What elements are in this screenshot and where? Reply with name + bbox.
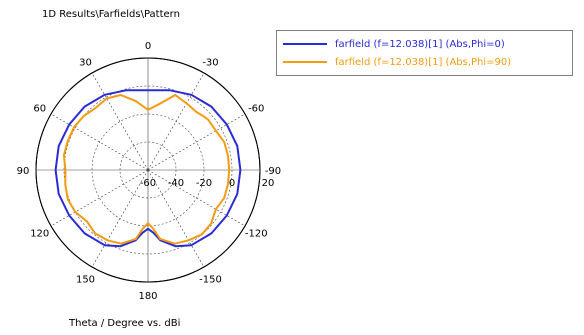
chart-xlabel: Theta / Degree vs. dBi: [69, 318, 181, 329]
legend-item-phi0: farfield (f=12.038)[1] (Abs,Phi=0): [283, 37, 505, 51]
series-line-0: [54, 89, 242, 248]
grid-spoke-120: [50, 169, 149, 227]
grid-outer-ring: [35, 57, 261, 283]
grid-spoke-30: [91, 72, 149, 171]
angle-tick-label-8: -120: [245, 229, 268, 240]
radial-tick-label-3: 0: [229, 178, 235, 189]
grid-spoke-150: [91, 169, 149, 268]
angle-tick-label-4: 120: [30, 229, 49, 240]
legend-label-phi90: farfield (f=12.038)[1] (Abs,Phi=90): [335, 56, 512, 68]
grid-spoke-330: [147, 72, 205, 171]
angle-tick-label-2: 60: [33, 104, 46, 115]
series-line-1: [62, 94, 231, 245]
legend: farfield (f=12.038)[1] (Abs,Phi=0) farfi…: [276, 30, 573, 76]
angle-tick-label-10: -60: [248, 104, 264, 115]
grid-spoke-210: [147, 169, 205, 268]
radial-tick-label-4: 20: [262, 178, 275, 189]
grid-spoke-300: [147, 113, 246, 171]
angle-tick-label-1: 30: [79, 58, 92, 69]
angle-tick-label-6: 180: [138, 291, 157, 302]
grid-spoke-240: [147, 169, 246, 227]
legend-swatch-phi0: [283, 43, 327, 45]
angle-tick-label-11: -30: [202, 58, 218, 69]
angle-tick-label-0: 0: [145, 41, 151, 52]
angle-tick-label-5: 150: [76, 274, 95, 285]
radial-tick-label-0: -60: [140, 178, 156, 189]
radial-tick-label-2: -20: [196, 178, 212, 189]
legend-item-phi90: farfield (f=12.038)[1] (Abs,Phi=90): [283, 55, 511, 69]
grid-spoke-60: [50, 113, 149, 171]
angle-tick-label-9: -90: [265, 166, 281, 177]
angle-tick-label-7: -150: [199, 274, 222, 285]
legend-label-phi0: farfield (f=12.038)[1] (Abs,Phi=0): [335, 38, 505, 50]
legend-swatch-phi90: [283, 61, 327, 63]
radial-tick-label-1: -40: [168, 178, 184, 189]
chart-title: 1D Results\Farfields\Pattern: [42, 9, 180, 20]
angle-tick-label-3: 90: [17, 166, 30, 177]
